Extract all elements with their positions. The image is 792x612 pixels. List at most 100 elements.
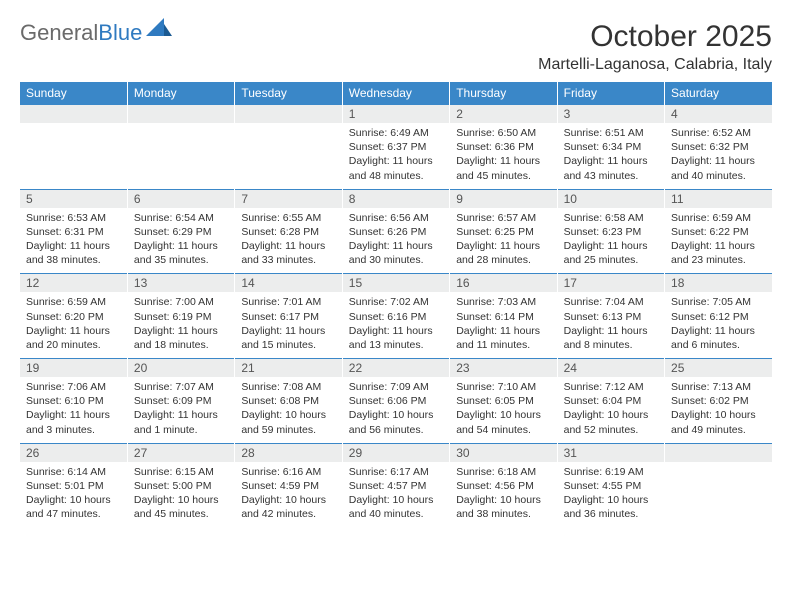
sunrise-text: Sunrise: 6:49 AM [349, 126, 443, 140]
sunrise-text: Sunrise: 7:03 AM [456, 295, 550, 309]
daylight-text: Daylight: 11 hours and 35 minutes. [134, 239, 228, 267]
sunset-text: Sunset: 6:08 PM [241, 394, 335, 408]
day-header: Sunday [20, 82, 127, 105]
day-number-cell: 12 [20, 274, 127, 293]
day-header: Thursday [450, 82, 557, 105]
day-detail-cell: Sunrise: 6:58 AMSunset: 6:23 PMDaylight:… [557, 208, 664, 274]
day-number-row: 567891011 [20, 189, 772, 208]
day-number-cell: 8 [342, 189, 449, 208]
day-number-cell: 6 [127, 189, 234, 208]
day-detail-cell [20, 123, 127, 189]
daylight-text: Daylight: 11 hours and 25 minutes. [564, 239, 658, 267]
sunrise-text: Sunrise: 6:59 AM [26, 295, 121, 309]
daylight-text: Daylight: 11 hours and 13 minutes. [349, 324, 443, 352]
day-header: Friday [557, 82, 664, 105]
day-number-cell: 15 [342, 274, 449, 293]
day-number-cell: 22 [342, 359, 449, 378]
day-detail-cell: Sunrise: 6:16 AMSunset: 4:59 PMDaylight:… [235, 462, 342, 528]
day-number-row: 262728293031 [20, 443, 772, 462]
sunrise-text: Sunrise: 6:19 AM [564, 465, 658, 479]
sunset-text: Sunset: 6:37 PM [349, 140, 443, 154]
day-detail-cell [235, 123, 342, 189]
day-number-cell: 21 [235, 359, 342, 378]
sunrise-text: Sunrise: 6:55 AM [241, 211, 335, 225]
day-header: Tuesday [235, 82, 342, 105]
day-header: Wednesday [342, 82, 449, 105]
page-header: GeneralBlue October 2025 Martelli-Lagano… [20, 20, 772, 74]
sunset-text: Sunset: 6:26 PM [349, 225, 443, 239]
day-number-row: 1234 [20, 105, 772, 124]
sunset-text: Sunset: 6:23 PM [564, 225, 658, 239]
day-number-cell [20, 105, 127, 124]
sunrise-text: Sunrise: 7:08 AM [241, 380, 335, 394]
daylight-text: Daylight: 11 hours and 48 minutes. [349, 154, 443, 182]
sunset-text: Sunset: 6:06 PM [349, 394, 443, 408]
calendar-table: Sunday Monday Tuesday Wednesday Thursday… [20, 82, 772, 527]
day-detail-row: Sunrise: 7:06 AMSunset: 6:10 PMDaylight:… [20, 377, 772, 443]
daylight-text: Daylight: 11 hours and 33 minutes. [241, 239, 335, 267]
daylight-text: Daylight: 10 hours and 40 minutes. [349, 493, 443, 521]
sunrise-text: Sunrise: 7:00 AM [134, 295, 228, 309]
sunset-text: Sunset: 6:32 PM [671, 140, 766, 154]
sunrise-text: Sunrise: 6:14 AM [26, 465, 121, 479]
daylight-text: Daylight: 11 hours and 23 minutes. [671, 239, 766, 267]
day-detail-cell: Sunrise: 6:50 AMSunset: 6:36 PMDaylight:… [450, 123, 557, 189]
daylight-text: Daylight: 11 hours and 15 minutes. [241, 324, 335, 352]
sunset-text: Sunset: 6:04 PM [564, 394, 658, 408]
sunrise-text: Sunrise: 7:13 AM [671, 380, 766, 394]
day-number-cell: 11 [665, 189, 772, 208]
day-detail-cell [665, 462, 772, 528]
daylight-text: Daylight: 11 hours and 43 minutes. [564, 154, 658, 182]
day-number-cell: 23 [450, 359, 557, 378]
day-number-cell: 17 [557, 274, 664, 293]
day-number-cell: 31 [557, 443, 664, 462]
day-number-cell [665, 443, 772, 462]
daylight-text: Daylight: 10 hours and 59 minutes. [241, 408, 335, 436]
sunset-text: Sunset: 6:13 PM [564, 310, 658, 324]
day-detail-cell [127, 123, 234, 189]
daylight-text: Daylight: 11 hours and 11 minutes. [456, 324, 550, 352]
day-number-cell: 3 [557, 105, 664, 124]
sunset-text: Sunset: 6:17 PM [241, 310, 335, 324]
day-number-cell: 5 [20, 189, 127, 208]
sunrise-text: Sunrise: 6:15 AM [134, 465, 228, 479]
sunrise-text: Sunrise: 6:54 AM [134, 211, 228, 225]
daylight-text: Daylight: 10 hours and 56 minutes. [349, 408, 443, 436]
daylight-text: Daylight: 10 hours and 36 minutes. [564, 493, 658, 521]
day-detail-row: Sunrise: 6:59 AMSunset: 6:20 PM Daylight:… [20, 292, 772, 358]
sunrise-text: Sunrise: 6:59 AM [671, 211, 766, 225]
day-detail-cell: Sunrise: 7:07 AMSunset: 6:09 PMDaylight:… [127, 377, 234, 443]
day-number-cell: 29 [342, 443, 449, 462]
daylight-text: Daylight: 11 hours and 40 minutes. [671, 154, 766, 182]
day-number-row: 19202122232425 [20, 359, 772, 378]
daylight-text: Daylight: 11 hours and 3 minutes. [26, 408, 121, 436]
sunrise-text: Sunrise: 7:07 AM [134, 380, 228, 394]
day-number-cell: 24 [557, 359, 664, 378]
day-number-cell: 27 [127, 443, 234, 462]
daylight-text: Daylight: 10 hours and 42 minutes. [241, 493, 335, 521]
day-number-cell: 4 [665, 105, 772, 124]
day-number-cell: 26 [20, 443, 127, 462]
daylight-text: Daylight: 10 hours and 38 minutes. [456, 493, 550, 521]
day-detail-cell: Sunrise: 6:53 AMSunset: 6:31 PMDaylight:… [20, 208, 127, 274]
day-detail-cell: Sunrise: 6:55 AMSunset: 6:28 PMDaylight:… [235, 208, 342, 274]
calendar-body: 1234 Sunrise: 6:49 AMSunset: 6:37 PMDayl… [20, 105, 772, 528]
day-detail-row: Sunrise: 6:53 AMSunset: 6:31 PMDaylight:… [20, 208, 772, 274]
day-detail-cell: Sunrise: 7:09 AMSunset: 6:06 PMDaylight:… [342, 377, 449, 443]
day-number-cell: 9 [450, 189, 557, 208]
daylight-text: Daylight: 11 hours and 30 minutes. [349, 239, 443, 267]
day-number-cell: 19 [20, 359, 127, 378]
day-number-cell: 25 [665, 359, 772, 378]
sunrise-text: Sunrise: 6:53 AM [26, 211, 121, 225]
daylight-text: Daylight: 10 hours and 45 minutes. [134, 493, 228, 521]
sunset-text: Sunset: 6:20 PM [26, 310, 121, 324]
logo-text: GeneralBlue [20, 20, 142, 46]
day-detail-cell: Sunrise: 7:06 AMSunset: 6:10 PMDaylight:… [20, 377, 127, 443]
daylight-text: Daylight: 11 hours and 45 minutes. [456, 154, 550, 182]
daylight-text: Daylight: 11 hours and 18 minutes. [134, 324, 228, 352]
sunrise-text: Sunrise: 6:17 AM [349, 465, 443, 479]
day-number-cell: 16 [450, 274, 557, 293]
day-number-cell: 14 [235, 274, 342, 293]
daylight-text: Daylight: 10 hours and 54 minutes. [456, 408, 550, 436]
day-number-cell: 13 [127, 274, 234, 293]
